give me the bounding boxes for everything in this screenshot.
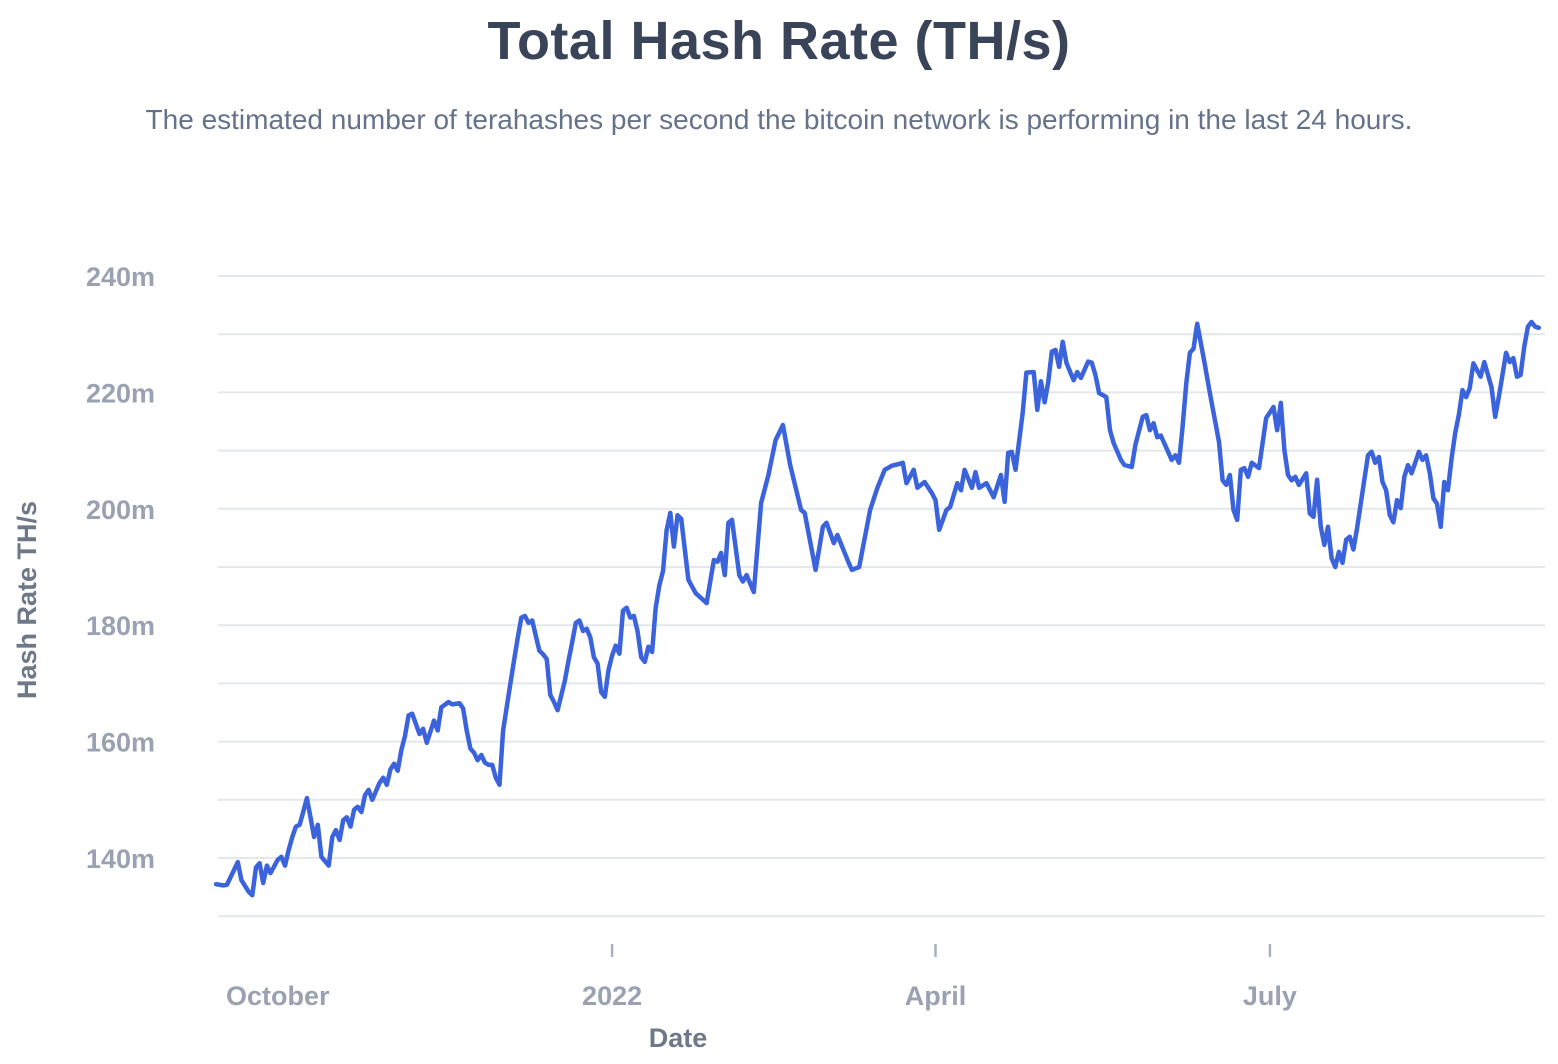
y-tick-label: 140m	[86, 844, 155, 874]
chart-title: Total Hash Rate (TH/s)	[487, 11, 1071, 71]
y-tick-label: 220m	[86, 378, 155, 408]
x-tick-label: April	[905, 981, 967, 1011]
x-tick-label: 2022	[582, 981, 642, 1011]
x-axis-tick-labels: October 2022 April July	[226, 944, 1297, 1011]
y-tick-label: 160m	[86, 728, 155, 758]
y-tick-label: 180m	[86, 611, 155, 641]
hashrate-line-series[interactable]	[213, 319, 1542, 898]
series-layer	[213, 319, 1542, 898]
x-axis-title: Date	[649, 1023, 708, 1053]
y-axis-title: Hash Rate TH/s	[12, 501, 42, 699]
y-axis-tick-labels: 240m 220m 200m 180m 160m 140m	[86, 262, 155, 874]
x-tick-label: October	[226, 981, 330, 1011]
x-tick-label: July	[1243, 981, 1297, 1011]
y-tick-label: 240m	[86, 262, 155, 292]
y-tick-label: 200m	[86, 495, 155, 525]
axis-titles: Hash Rate TH/s Date	[12, 501, 707, 1053]
gridlines	[218, 275, 1545, 918]
chart-subtitle: The estimated number of terahashes per s…	[145, 104, 1413, 135]
